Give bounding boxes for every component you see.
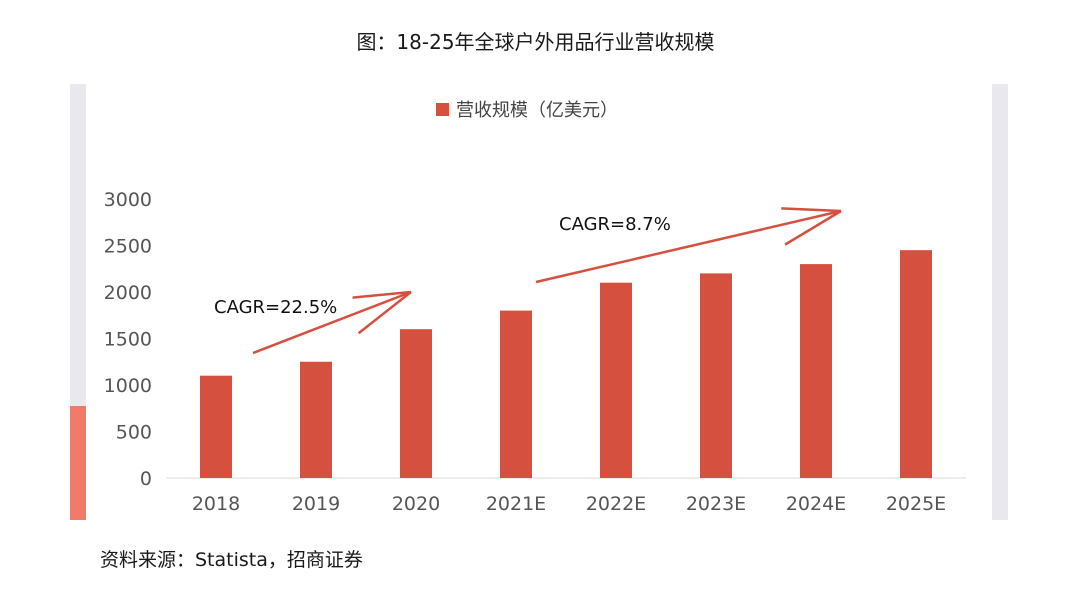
x-tick-label: 2018 [192, 493, 240, 515]
bar-2025E [900, 250, 932, 478]
cagr-2021-2025-arrow-barb-lower [784, 209, 842, 246]
y-tick-label: 0 [140, 468, 152, 490]
source-note: 资料来源：Statista，招商证券 [100, 549, 363, 571]
bar-2022E [600, 282, 632, 478]
x-tick-label: 2019 [292, 493, 340, 515]
x-tick-label: 2022E [586, 493, 646, 515]
cagr-2018-2020-label: CAGR=22.5% [214, 297, 337, 318]
y-tick-label: 3000 [104, 189, 152, 211]
y-tick-label: 1000 [104, 375, 152, 397]
left-side-strip [70, 84, 86, 406]
bar-2018 [200, 375, 232, 478]
bar-2023E [700, 273, 732, 478]
x-tick-label: 2020 [392, 493, 440, 515]
bar-2021E [500, 310, 532, 478]
y-tick-label: 500 [116, 422, 152, 444]
cagr-2018-2020-arrow-barb-upper [352, 290, 412, 299]
bar-2019 [300, 361, 332, 478]
right-side-strip [992, 84, 1008, 520]
bar-2024E [800, 264, 832, 478]
legend-swatch [436, 103, 449, 116]
y-tick-label: 2500 [104, 236, 152, 258]
cagr-2018-2020-arrow-barb-lower [357, 291, 412, 335]
cagr-2021-2025-arrow-barb-upper [781, 207, 842, 213]
figure-title: 图：18-25年全球户外用品行业营收规模 [356, 30, 715, 54]
cagr-2021-2025-label: CAGR=8.7% [559, 214, 671, 235]
bar-2020 [400, 329, 432, 478]
x-tick-label: 2023E [686, 493, 746, 515]
x-tick-label: 2024E [786, 493, 846, 515]
y-tick-label: 1500 [104, 329, 152, 351]
cagr-annotations: CAGR=22.5% CAGR=8.7% [214, 207, 842, 355]
cagr-2018-2020-arrow-shaft [252, 290, 412, 355]
legend-label: 营收规模（亿美元） [456, 100, 618, 121]
y-tick-label: 2000 [104, 282, 152, 304]
chart-panel: 营收规模（亿美元） 0 500 1000 1500 2000 2500 3000 2018 2… [86, 84, 992, 520]
x-tick-label: 2025E [886, 493, 946, 515]
chart-legend: 营收规模（亿美元） [436, 100, 618, 121]
x-axis: 2018 2019 2020 2021E 2022E 2023E 2024E 2025E [192, 493, 946, 515]
left-accent-strip [70, 406, 86, 520]
cagr-2021-2025-arrow-shaft [535, 209, 842, 284]
y-axis: 0 500 1000 1500 2000 2500 3000 [104, 189, 152, 490]
x-tick-label: 2021E [486, 493, 546, 515]
bars-group [200, 250, 932, 478]
